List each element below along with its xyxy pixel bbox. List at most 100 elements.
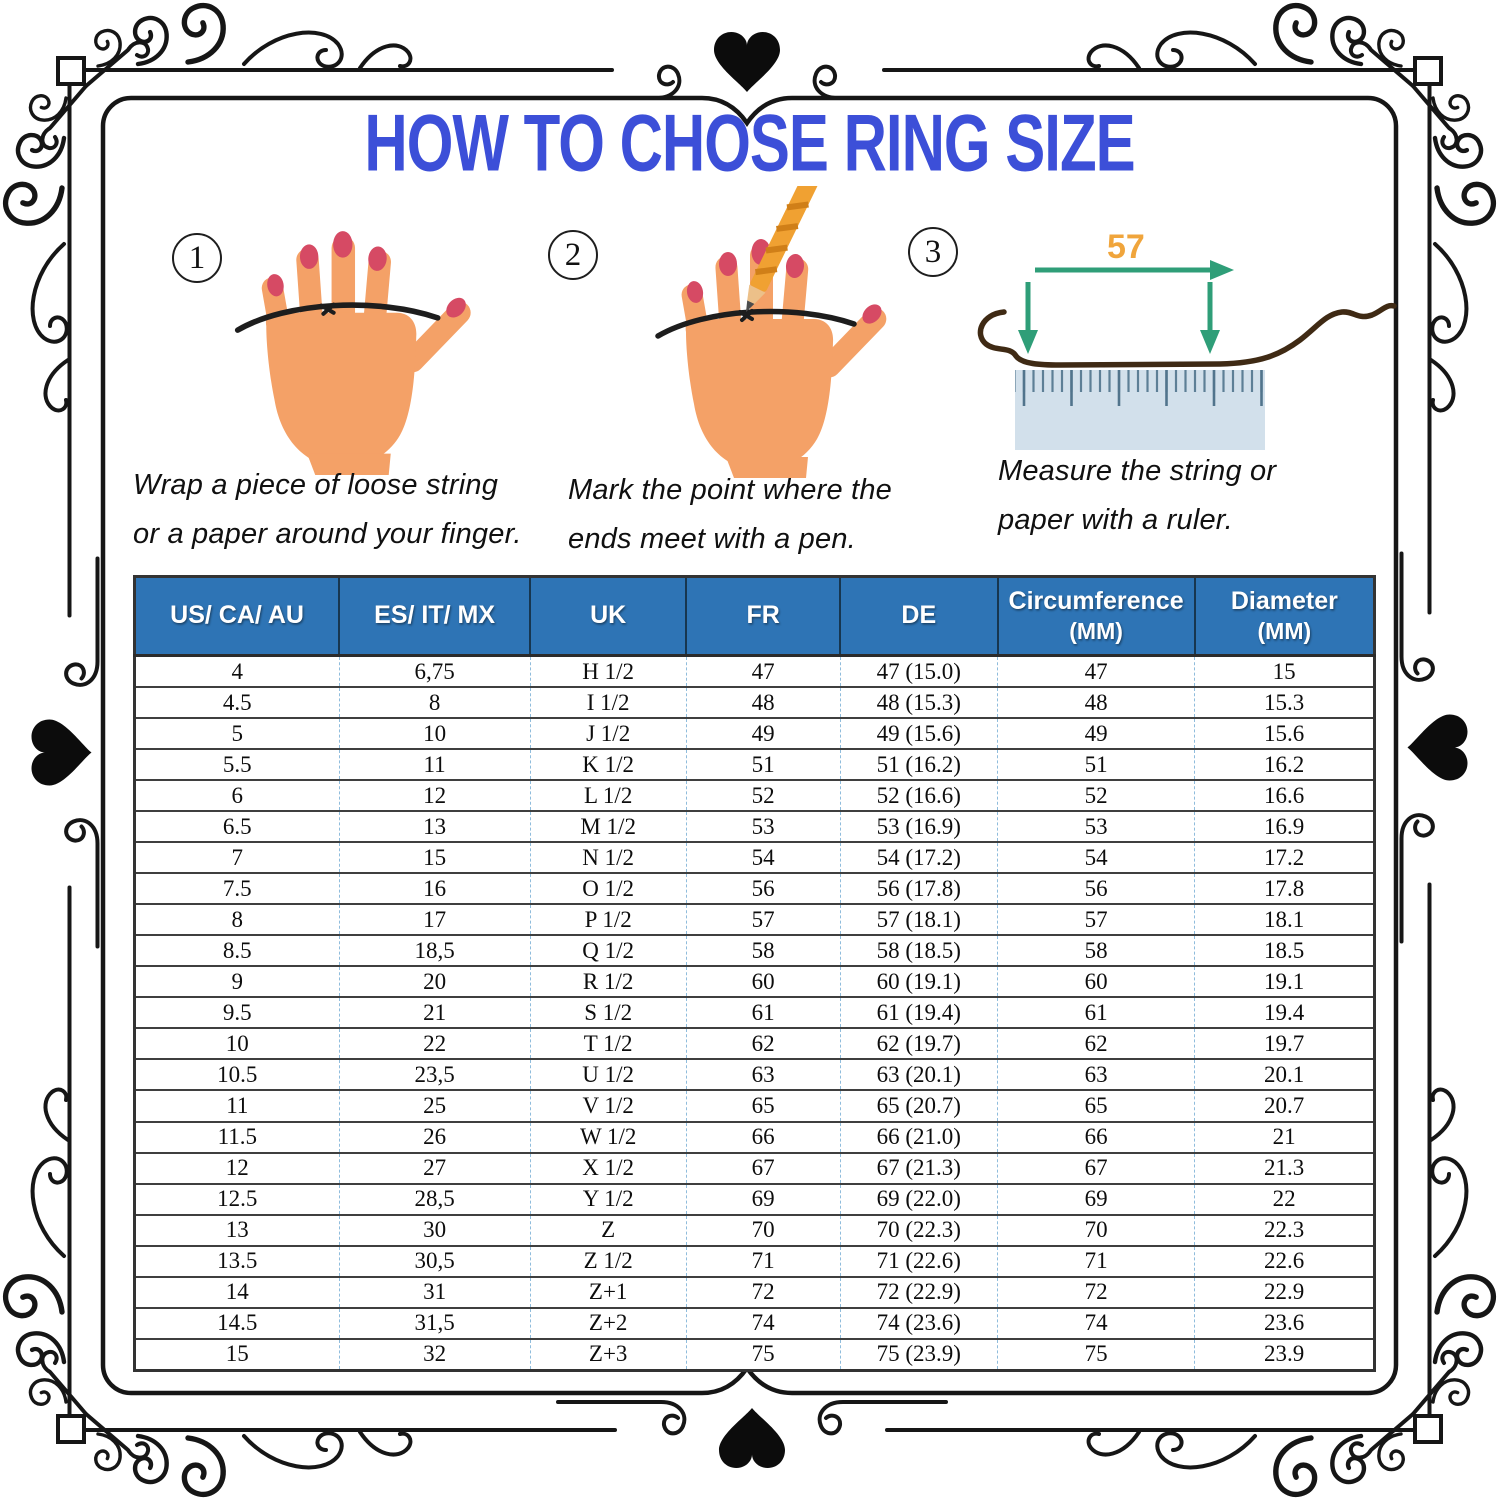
table-row: 12.5 28,5 Y 1/2 69 69 (22.0) 69 22 — [134, 1182, 1375, 1215]
col-header-fr: FR — [685, 576, 841, 657]
table-cell: Z 1/2 — [529, 1244, 687, 1277]
step-1-instruction: Wrap a piece of loose string or a paper … — [133, 469, 522, 550]
table-cell: 13 — [338, 810, 531, 843]
table-cell: 12.5 — [134, 1182, 340, 1215]
table-cell: I 1/2 — [529, 686, 687, 719]
step-1-number: 1 — [172, 233, 222, 283]
table-cell: 65 — [685, 1089, 841, 1122]
table-row: 10 22 T 1/2 62 62 (19.7) 62 19.7 — [134, 1027, 1375, 1060]
table-row: 12 27 X 1/2 67 67 (21.3) 67 21.3 — [134, 1151, 1375, 1184]
table-cell: 53 — [996, 810, 1195, 843]
table-cell: 26 — [338, 1120, 531, 1153]
table-cell: Y 1/2 — [529, 1182, 687, 1215]
table-cell: 16.9 — [1194, 810, 1375, 843]
table-cell: 23,5 — [338, 1058, 531, 1091]
table-cell: 20 — [338, 965, 531, 998]
table-cell: 52 — [685, 779, 841, 812]
table-cell: 15.6 — [1194, 717, 1375, 750]
hand-string-illustration — [233, 224, 473, 475]
table-cell: 25 — [338, 1089, 531, 1122]
table-row: 5.5 11 K 1/2 51 51 (16.2) 51 16.2 — [134, 748, 1375, 781]
table-cell: 23.6 — [1194, 1306, 1375, 1339]
table-cell: 13 — [134, 1213, 340, 1246]
table-cell: 51 — [996, 748, 1195, 781]
step-2-instruction: Mark the point where the ends meet with … — [568, 474, 892, 555]
table-row: 9 20 R 1/2 60 60 (19.1) 60 19.1 — [134, 965, 1375, 998]
table-cell: 17 — [338, 903, 531, 936]
table-cell: Q 1/2 — [529, 934, 687, 967]
table-cell: 63 (20.1) — [839, 1058, 998, 1091]
table-row: 14 31 Z+1 72 72 (22.9) 72 22.9 — [134, 1275, 1375, 1308]
table-cell: 53 — [685, 810, 841, 843]
table-cell: 7 — [134, 841, 340, 874]
table-cell: 71 — [685, 1244, 841, 1277]
measurement-label: 57 — [1107, 228, 1145, 266]
table-cell: 69 — [996, 1182, 1195, 1215]
table-cell: 56 — [996, 872, 1195, 905]
table-cell: 27 — [338, 1151, 531, 1184]
table-cell: 11.5 — [134, 1120, 340, 1153]
table-cell: 75 — [996, 1337, 1195, 1371]
string-icon — [977, 302, 1397, 368]
table-cell: 69 — [685, 1182, 841, 1215]
measure-arrows — [1018, 260, 1234, 354]
table-cell: 19.4 — [1194, 996, 1375, 1029]
table-cell: 56 (17.8) — [839, 872, 998, 905]
table-cell: 60 — [996, 965, 1195, 998]
table-row: 13 30 Z 70 70 (22.3) 70 22.3 — [134, 1213, 1375, 1246]
pencil-icon — [746, 186, 818, 312]
table-cell: O 1/2 — [529, 872, 687, 905]
table-cell: 15.3 — [1194, 686, 1375, 719]
table-cell: 12 — [338, 779, 531, 812]
table-cell: 49 (15.6) — [839, 717, 998, 750]
table-cell: 10.5 — [134, 1058, 340, 1091]
table-cell: 4.5 — [134, 686, 340, 719]
table-cell: X 1/2 — [529, 1151, 687, 1184]
ruler-measure-illustration: 57 — [977, 228, 1397, 450]
table-cell: 66 (21.0) — [839, 1120, 998, 1153]
table-cell: 48 — [996, 686, 1195, 719]
table-cell: 65 (20.7) — [839, 1089, 998, 1122]
table-cell: 51 (16.2) — [839, 748, 998, 781]
table-cell: 49 — [996, 717, 1195, 750]
table-row: 14.5 31,5 Z+2 74 74 (23.6) 74 23.6 — [134, 1306, 1375, 1339]
table-cell: H 1/2 — [529, 654, 687, 688]
table-cell: 57 — [685, 903, 841, 936]
table-cell: M 1/2 — [529, 810, 687, 843]
table-cell: 22.3 — [1194, 1213, 1375, 1246]
step-2-number: 2 — [548, 230, 598, 280]
table-cell: 31,5 — [338, 1306, 531, 1339]
table-cell: 17.8 — [1194, 872, 1375, 905]
table-cell: 58 (18.5) — [839, 934, 998, 967]
table-cell: 8 — [134, 903, 340, 936]
table-cell: 72 — [685, 1275, 841, 1308]
table-cell: 30 — [338, 1213, 531, 1246]
table-cell: 21 — [338, 996, 531, 1029]
table-cell: 51 — [685, 748, 841, 781]
table-cell: 54 — [685, 841, 841, 874]
table-row: 10.5 23,5 U 1/2 63 63 (20.1) 63 20.1 — [134, 1058, 1375, 1091]
table-cell: 47 — [996, 654, 1195, 688]
table-cell: 18,5 — [338, 934, 531, 967]
table-cell: Z — [529, 1213, 687, 1246]
table-cell: 63 — [685, 1058, 841, 1091]
table-cell: 48 — [685, 686, 841, 719]
table-cell: R 1/2 — [529, 965, 687, 998]
table-header-row: US/ CA/ AU ES/ IT/ MX UK FR DE Circumfer… — [134, 576, 1375, 657]
table-cell: 9 — [134, 965, 340, 998]
table-cell: 11 — [134, 1089, 340, 1122]
table-cell: 19.1 — [1194, 965, 1375, 998]
table-cell: 15 — [134, 1337, 340, 1371]
table-cell: 17.2 — [1194, 841, 1375, 874]
table-cell: 48 (15.3) — [839, 686, 998, 719]
table-cell: 67 — [996, 1151, 1195, 1184]
table-cell: 57 — [996, 903, 1195, 936]
col-header-de: DE — [839, 576, 998, 657]
table-cell: 60 — [685, 965, 841, 998]
table-cell: 49 — [685, 717, 841, 750]
table-cell: 52 (16.6) — [839, 779, 998, 812]
table-cell: 6 — [134, 779, 340, 812]
table-cell: 58 — [685, 934, 841, 967]
